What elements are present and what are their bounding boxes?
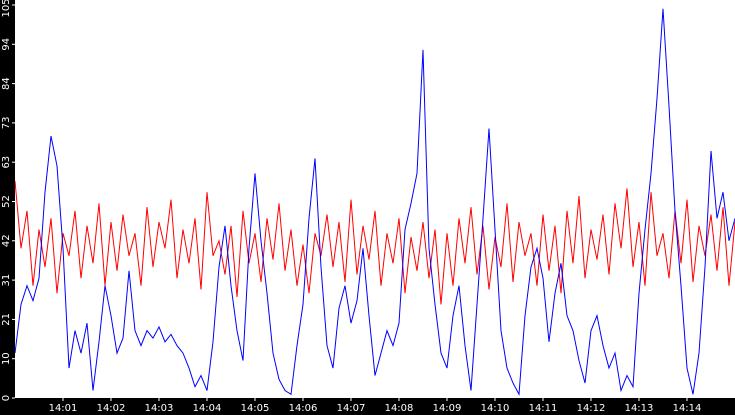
y-tick-label: 31 [1, 274, 12, 287]
x-tick-label: 14:10 [481, 403, 510, 414]
x-tick-label: 14:13 [625, 403, 654, 414]
x-tick-label: 14:09 [433, 403, 462, 414]
y-tick-label: 21 [1, 313, 12, 326]
y-tick-label: 63 [1, 156, 12, 169]
y-tick-label: 84 [1, 77, 12, 90]
x-tick-label: 14:07 [337, 403, 366, 414]
x-tick-label: 14:04 [193, 403, 222, 414]
y-tick-label: 42 [1, 234, 12, 247]
x-tick-label: 14:11 [529, 403, 558, 414]
y-tick-label: 52 [1, 195, 12, 208]
series-line [15, 180, 735, 305]
y-tick-label: 10 [1, 352, 12, 365]
x-tick-label: 14:02 [97, 403, 126, 414]
x-tick-label: 14:03 [145, 403, 174, 414]
x-tick-label: 14:08 [385, 403, 414, 414]
y-tick-label: 94 [1, 38, 12, 51]
x-tick-label: 14:01 [49, 403, 78, 414]
y-tick-label: 0 [1, 395, 12, 401]
x-tick-label: 14:12 [577, 403, 606, 414]
series-line [15, 8, 735, 397]
x-tick-label: 14:05 [241, 403, 270, 414]
y-tick-label: 73 [1, 117, 12, 130]
x-tick-label: 14:06 [289, 403, 318, 414]
y-tick-label: 105 [1, 0, 12, 18]
x-tick-label: 14:14 [673, 403, 702, 414]
